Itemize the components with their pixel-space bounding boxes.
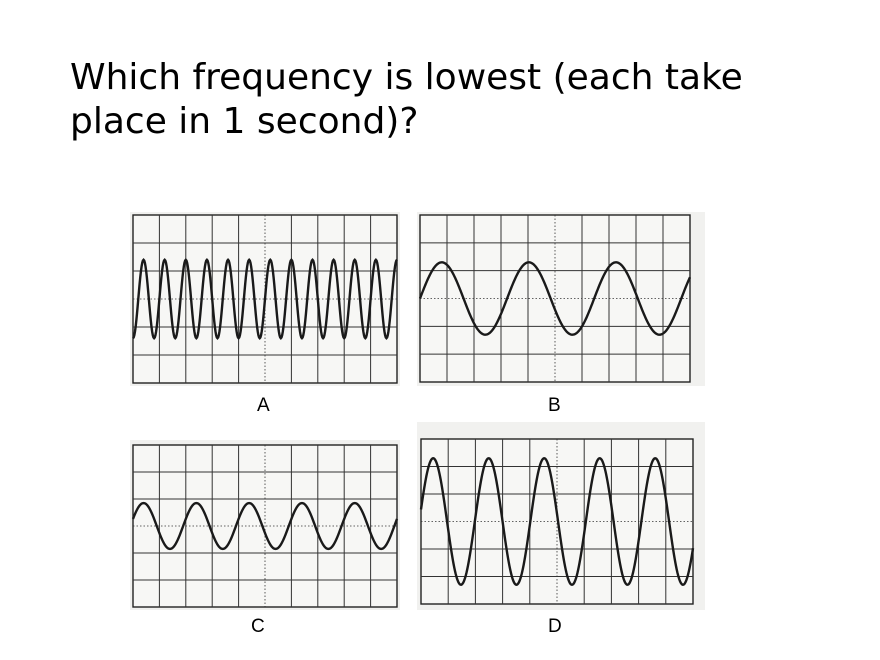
sine-wave-trace <box>418 261 692 336</box>
label-a: A <box>257 395 270 416</box>
label-b: B <box>548 395 561 416</box>
waveform-c-svg <box>131 444 399 608</box>
waveform-a-svg <box>132 214 398 384</box>
sine-wave-trace <box>131 501 399 551</box>
oscilloscope-b <box>417 212 705 386</box>
oscilloscope-d <box>417 422 705 610</box>
question-title: Which frequency is lowest (each take pla… <box>70 57 743 142</box>
waveform-d-svg <box>419 438 695 605</box>
sine-wave-trace <box>132 257 398 341</box>
label-c: C <box>251 616 265 637</box>
oscilloscope-a <box>130 212 400 386</box>
sine-wave-trace <box>419 457 695 586</box>
waveform-b-svg <box>418 214 692 383</box>
label-d: D <box>548 616 562 637</box>
oscilloscope-c <box>130 440 400 610</box>
